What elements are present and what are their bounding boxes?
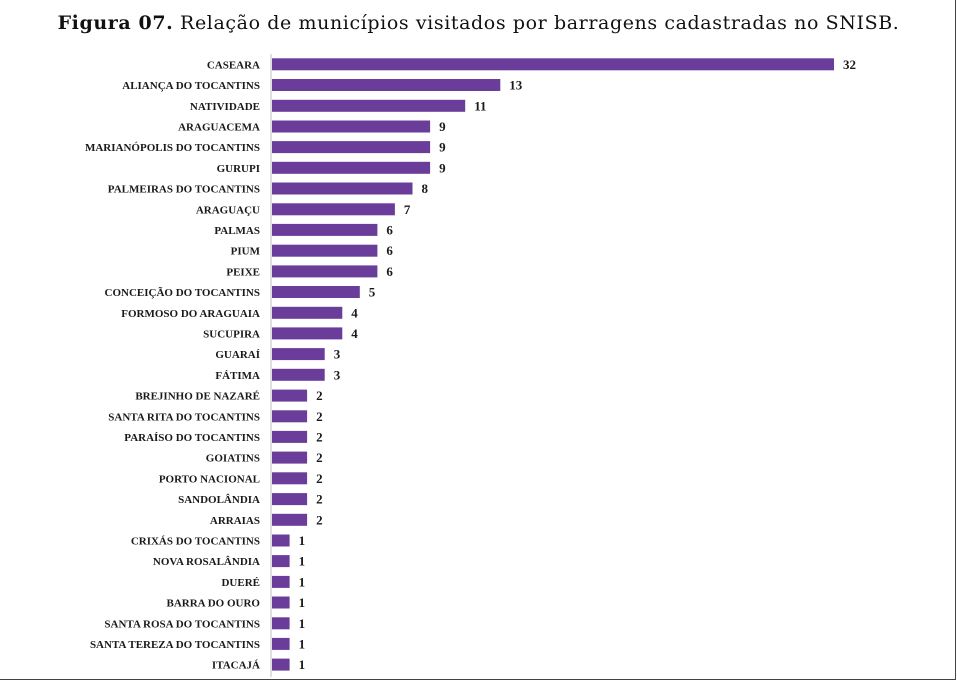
bar [272, 472, 308, 485]
category-label: PEIXE [226, 266, 260, 278]
category-label: PIUM [231, 246, 261, 258]
category-label: SUCUPIRA [203, 328, 260, 340]
bar [272, 658, 290, 671]
category-label: GURUPI [217, 163, 260, 175]
category-label: PARAÍSO DO TOCANTINS [124, 432, 260, 444]
data-label: 1 [299, 574, 306, 589]
data-label: 13 [509, 78, 523, 93]
bar [272, 161, 431, 174]
data-label: 3 [334, 347, 341, 362]
category-label: SANTA ROSA DO TOCANTINS [104, 618, 260, 630]
data-label: 7 [404, 202, 411, 217]
bar [272, 203, 395, 216]
category-label: GOIATINS [206, 453, 260, 465]
data-label: 2 [316, 512, 323, 527]
data-label: 9 [439, 140, 446, 155]
data-label: 1 [299, 554, 306, 569]
bar [272, 637, 290, 650]
category-label: CRIXÁS DO TOCANTINS [131, 536, 260, 548]
bar [272, 327, 343, 340]
category-label: FORMOSO DO ARAGUAIA [121, 308, 260, 320]
category-label: PALMEIRAS DO TOCANTINS [108, 184, 260, 196]
chart-title: Figura 07. Relação de municípios visitad… [0, 12, 957, 34]
bar [272, 306, 343, 319]
data-label: 1 [299, 657, 306, 672]
category-label: DUERÉ [221, 577, 260, 589]
bar [272, 244, 378, 257]
data-label: 32 [843, 57, 856, 72]
category-label: NATIVIDADE [190, 101, 260, 113]
bar [272, 120, 431, 133]
category-label: MARIANÓPOLIS DO TOCANTINS [85, 142, 260, 154]
bar [272, 430, 308, 443]
category-label: FÁTIMA [215, 370, 260, 382]
data-label: 2 [316, 429, 323, 444]
category-label: PALMAS [214, 225, 260, 237]
bar [272, 617, 290, 630]
bar [272, 410, 308, 423]
category-label: PORTO NACIONAL [159, 473, 260, 485]
title-text: Relação de municípios visitados por barr… [180, 12, 900, 34]
data-label: 2 [316, 409, 323, 424]
bar [272, 555, 290, 568]
bar [272, 79, 501, 91]
data-label: 8 [422, 181, 429, 196]
category-label: BREJINHO DE NAZARÉ [135, 391, 260, 403]
data-label: 2 [316, 492, 323, 507]
figure-number: Figura 07. [57, 12, 174, 34]
bar [272, 348, 325, 361]
data-label: 6 [386, 222, 393, 237]
bar [272, 596, 290, 609]
data-label: 5 [369, 285, 376, 300]
bar [272, 223, 378, 236]
category-label: SANDOLÂNDIA [178, 494, 260, 506]
bar [272, 265, 378, 278]
category-label: CASEARA [207, 59, 260, 71]
data-label: 9 [439, 160, 446, 175]
data-label: 4 [351, 326, 358, 341]
category-label: GUARAÍ [215, 349, 260, 361]
data-label: 9 [439, 119, 446, 134]
data-label: 1 [299, 616, 306, 631]
data-label: 6 [386, 243, 393, 258]
bar [272, 575, 290, 588]
bar [272, 513, 308, 526]
bar [272, 493, 308, 506]
data-label: 4 [351, 305, 358, 320]
bar [272, 368, 325, 381]
data-label: 1 [299, 533, 306, 548]
category-label: CONCEIÇÃO DO TOCANTINS [105, 287, 260, 299]
data-label: 2 [316, 471, 323, 486]
data-label: 3 [334, 367, 341, 382]
category-label: ALIANÇA DO TOCANTINS [122, 80, 260, 92]
data-label: 6 [386, 264, 393, 279]
data-label: 2 [316, 388, 323, 403]
category-label: ARAGUACEMA [178, 121, 260, 133]
bar [272, 451, 308, 464]
bar [272, 99, 466, 112]
category-label: ARAGUAÇU [196, 204, 260, 216]
bar [272, 141, 431, 154]
category-label: ARRAIAS [210, 515, 260, 527]
bar [272, 182, 413, 195]
category-label: ITACAJÁ [212, 660, 260, 672]
bar [272, 534, 290, 547]
category-label: SANTA RITA DO TOCANTINS [108, 411, 260, 423]
bar [272, 58, 834, 71]
data-label: 1 [299, 636, 306, 651]
bar [272, 389, 308, 402]
category-label: BARRA DO OURO [166, 598, 260, 610]
category-label: SANTA TEREZA DO TOCANTINS [90, 639, 260, 651]
category-label: NOVA ROSALÂNDIA [153, 556, 260, 568]
data-label: 1 [299, 595, 306, 610]
data-label: 11 [474, 98, 486, 113]
bar [272, 286, 360, 298]
data-label: 2 [316, 450, 323, 465]
